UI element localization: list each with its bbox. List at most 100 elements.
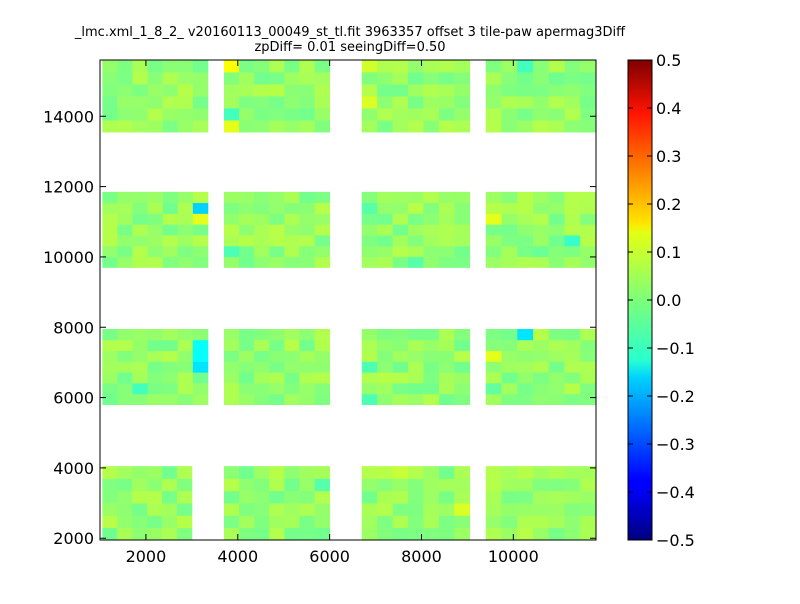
heatmap-cell: [162, 84, 179, 97]
heatmap-cell: [580, 503, 596, 516]
heatmap-cell: [162, 202, 179, 214]
heatmap-cell: [239, 235, 255, 247]
heatmap-cell: [162, 339, 179, 352]
heatmap-cell: [517, 393, 534, 406]
heatmap-cell: [438, 191, 455, 204]
heatmap-cell: [580, 329, 596, 341]
heatmap-cell: [239, 84, 255, 97]
heatmap-cell: [162, 96, 179, 109]
heatmap-cell: [408, 478, 424, 492]
heatmap-cell: [438, 393, 455, 406]
heatmap-cell: [517, 329, 534, 341]
heatmap-cell: [147, 527, 163, 540]
heatmap-cell: [284, 372, 300, 384]
heatmap-cell: [192, 191, 209, 204]
heatmap-cell: [132, 120, 148, 133]
heatmap-cell: [299, 393, 315, 406]
heatmap-cell: [147, 191, 164, 204]
heatmap-cell: [533, 60, 550, 73]
heatmap-cell: [423, 503, 440, 516]
heatmap-cell: [132, 96, 148, 109]
heatmap-cell: [117, 60, 133, 73]
heatmap-cell: [485, 329, 502, 341]
heatmap-cell: [564, 213, 581, 225]
heatmap-cell: [239, 361, 255, 373]
heatmap-cell: [580, 191, 596, 204]
heatmap-cell: [299, 478, 315, 492]
heatmap-cell: [423, 235, 440, 247]
colorbar-tick-label: 0.5: [656, 51, 681, 70]
heatmap-cell: [177, 350, 194, 362]
heatmap-cell: [408, 383, 424, 395]
heatmap-cell: [361, 350, 378, 362]
heatmap-cell: [454, 224, 471, 236]
heatmap-cell: [284, 466, 300, 479]
heatmap-cell: [548, 120, 565, 133]
heatmap-cell: [423, 490, 440, 504]
heatmap-cell: [239, 224, 255, 236]
heatmap-cell: [485, 108, 502, 121]
heatmap-cell: [423, 393, 440, 406]
heatmap-cell: [377, 490, 394, 504]
heatmap-cell: [501, 515, 518, 529]
heatmap-cell: [392, 256, 409, 268]
heatmap-cell: [162, 527, 178, 540]
heatmap-cell: [224, 235, 240, 247]
heatmap-cell: [408, 191, 424, 204]
heatmap-cell: [117, 191, 133, 204]
heatmap-cell: [564, 96, 581, 109]
heatmap-cell: [284, 361, 300, 373]
colorbar-tick-label: −0.4: [656, 483, 695, 502]
heatmap-cell: [392, 108, 409, 121]
heatmap-cell: [408, 490, 424, 504]
heatmap-cell: [147, 108, 164, 121]
heatmap-cell: [408, 84, 424, 97]
heatmap-cell: [239, 60, 255, 73]
heatmap-cell: [162, 191, 179, 204]
heatmap-cell: [192, 96, 209, 109]
heatmap-cell: [377, 393, 394, 406]
heatmap-cell: [377, 213, 394, 225]
heatmap-cell: [299, 120, 315, 133]
heatmap-cell: [533, 224, 550, 236]
heatmap-cell: [408, 108, 424, 121]
heatmap-cell: [269, 202, 285, 214]
heatmap-cell: [177, 191, 194, 204]
heatmap-cell: [423, 372, 440, 384]
heatmap-cell: [517, 466, 534, 479]
heatmap-cell: [254, 191, 270, 204]
heatmap-cell: [423, 108, 440, 121]
heatmap-cell: [254, 515, 270, 529]
heatmap-cell: [299, 350, 315, 362]
heatmap-cell: [485, 202, 502, 214]
heatmap-cell: [485, 361, 502, 373]
heatmap-cell: [533, 256, 550, 268]
colorbar-tick-label: −0.2: [656, 387, 695, 406]
heatmap-cell: [176, 490, 193, 504]
heatmap-cell: [224, 60, 240, 73]
heatmap-cell: [162, 224, 179, 236]
heatmap-cell: [314, 191, 331, 204]
heatmap-cell: [269, 108, 285, 121]
heatmap-cell: [580, 96, 596, 109]
heatmap-cell: [177, 393, 194, 406]
heatmap-cell: [192, 329, 209, 341]
heatmap-cell: [533, 120, 550, 133]
heatmap-cell: [392, 224, 409, 236]
heatmap-cell: [299, 96, 315, 109]
heatmap-cell: [454, 329, 471, 341]
heatmap-cell: [454, 202, 471, 214]
heatmap-cell: [132, 350, 148, 362]
heatmap-cell: [501, 224, 518, 236]
heatmap-cell: [299, 72, 315, 85]
heatmap-cell: [284, 60, 300, 73]
heatmap-cell: [132, 191, 148, 204]
heatmap-cell: [224, 224, 240, 236]
colorbar-tick-label: 0.2: [656, 195, 681, 214]
heatmap-cell: [192, 235, 209, 247]
heatmap-cell: [454, 235, 471, 247]
heatmap-cell: [392, 213, 409, 225]
heatmap-cell: [299, 213, 315, 225]
heatmap-cell: [117, 466, 133, 479]
